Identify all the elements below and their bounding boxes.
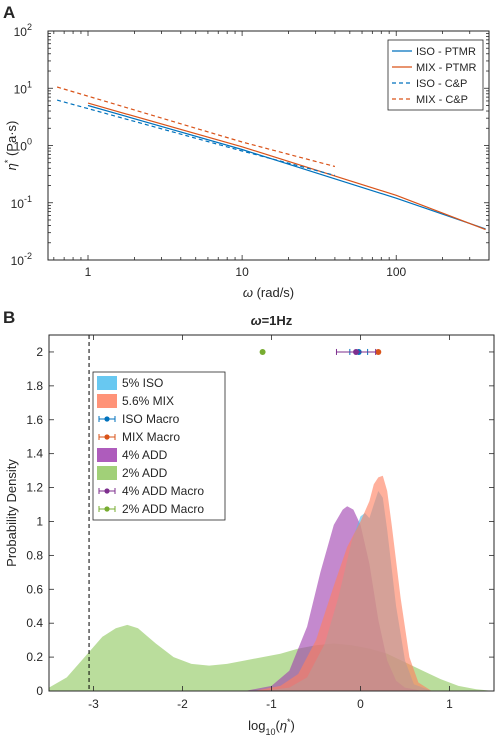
- legend-label: ISO - PTMR: [416, 46, 476, 58]
- legend-label: 5.6% MIX: [122, 394, 174, 408]
- y-tick-label: 100: [14, 137, 32, 154]
- panel-b-label: B: [3, 308, 15, 327]
- x-tick-label: 0: [357, 697, 364, 711]
- panel-b-y-axis-label: Probability Density: [4, 459, 19, 567]
- eta-symbol-b: η: [280, 718, 287, 733]
- legend-label: ISO - C&P: [416, 78, 467, 90]
- panel-b-ticks: -3 -2 -1 0 1 0 0.2 0.4 0.6 0.8 1 1.2 1.4 1.6 1.8 2: [26, 335, 494, 711]
- y-tick-base: 10: [11, 254, 25, 268]
- paren-close: ): [291, 718, 295, 733]
- y-tick-label: 0: [36, 684, 43, 698]
- panel-a-label: A: [3, 3, 15, 22]
- y-tick-label: 0.8: [26, 548, 43, 562]
- y-tick-label: 1.6: [26, 413, 43, 427]
- panel-b-legend: 5% ISO 5.6% MIX ISO Macro MIX Macro 4% ADD 2%…: [92, 371, 226, 521]
- omega-symbol: ω: [243, 285, 253, 300]
- y-tick-base: 10: [14, 82, 28, 96]
- legend-label: 4% ADD: [122, 448, 168, 462]
- y-tick-base: 10: [14, 140, 28, 154]
- eta-symbol: η: [4, 163, 19, 170]
- y-tick-exponent: 1: [27, 79, 32, 89]
- x-tick-label: -2: [177, 697, 188, 711]
- macro-point-3: [259, 348, 266, 355]
- y-tick-label: 10-1: [11, 194, 32, 211]
- series-line-0: [87, 104, 486, 230]
- log-text: log: [248, 718, 265, 733]
- series-line-1: [87, 102, 486, 231]
- legend-label: ISO Macro: [122, 412, 180, 426]
- legend-patch: [97, 394, 117, 408]
- legend-marker: [104, 416, 110, 422]
- panel-a-x-axis-label: ω (rad/s): [243, 285, 294, 300]
- legend-patch: [97, 466, 117, 480]
- panel-b-macro-points: [259, 348, 382, 355]
- series-line-3: [56, 86, 336, 168]
- legend-label: 2% ADD Macro: [122, 502, 204, 516]
- panel-b: B ω=1Hz -3 -2 -1 0 100.20.40.60.811.21.41.61…: [3, 308, 495, 737]
- legend-marker: [104, 506, 110, 512]
- legend-marker: [104, 488, 110, 494]
- density-area-3: [253, 475, 432, 691]
- eta-star: *: [3, 159, 13, 163]
- legend-label: MIX - C&P: [416, 94, 468, 106]
- x-tick-label: 10: [235, 265, 249, 279]
- paren-open: (: [275, 718, 280, 733]
- macro-point-2: [353, 348, 360, 355]
- panel-b-density-areas: [49, 475, 494, 691]
- x-tick-label: -3: [88, 697, 99, 711]
- y-tick-base: 10: [14, 25, 28, 39]
- y-tick-exponent: -2: [24, 251, 32, 261]
- legend-label: 4% ADD Macro: [122, 484, 204, 498]
- legend-box: [387, 39, 484, 111]
- y-tick-label: 1.8: [26, 379, 43, 393]
- y-unit: (Pa·s): [4, 121, 19, 160]
- y-tick-label: 0.4: [26, 616, 43, 630]
- y-tick-label: 1.2: [26, 481, 43, 495]
- y-tick-label: 10-2: [11, 251, 32, 268]
- legend-label: MIX - PTMR: [416, 62, 477, 74]
- y-tick-label: 2: [36, 345, 43, 359]
- y-tick-label: 0.2: [26, 650, 43, 664]
- y-tick-label: 101: [14, 79, 32, 96]
- panel-a-y-axis-label: η* (Pa·s): [3, 121, 19, 171]
- legend-patch: [97, 376, 117, 390]
- panel-b-title: ω=1Hz: [251, 313, 293, 328]
- legend-label: 5% ISO: [122, 376, 163, 390]
- y-tick-exponent: -1: [24, 194, 32, 204]
- x-unit: (rad/s): [253, 285, 294, 300]
- y-tick-label: 102: [14, 22, 32, 39]
- y-tick-base: 10: [11, 197, 25, 211]
- eta-star-b: *: [287, 717, 291, 727]
- y-tick-exponent: 0: [27, 137, 32, 147]
- title-omega: ω: [251, 313, 262, 328]
- y-tick-label: 1: [36, 514, 43, 528]
- legend-label: MIX Macro: [122, 430, 180, 444]
- legend-label: 2% ADD: [122, 466, 168, 480]
- y-tick-label: 1.4: [26, 447, 43, 461]
- panel-b-x-axis-label: log10(η*): [248, 717, 295, 737]
- macro-point-1: [375, 348, 382, 355]
- log-base: 10: [265, 727, 275, 737]
- legend-marker: [104, 434, 110, 440]
- series-line-2: [56, 99, 336, 176]
- legend-patch: [97, 448, 117, 462]
- y-tick-label: 0.6: [26, 582, 43, 596]
- panel-a-series: [56, 86, 486, 231]
- x-tick-label: 100: [386, 265, 406, 279]
- panel-a-legend: ISO - PTMR MIX - PTMR ISO - C&P MIX - C&P: [387, 39, 484, 111]
- x-tick-label: 1: [85, 265, 92, 279]
- title-text: =1Hz: [262, 313, 293, 328]
- x-tick-label: 1: [446, 697, 453, 711]
- x-tick-label: -1: [266, 697, 277, 711]
- y-tick-exponent: 2: [27, 22, 32, 32]
